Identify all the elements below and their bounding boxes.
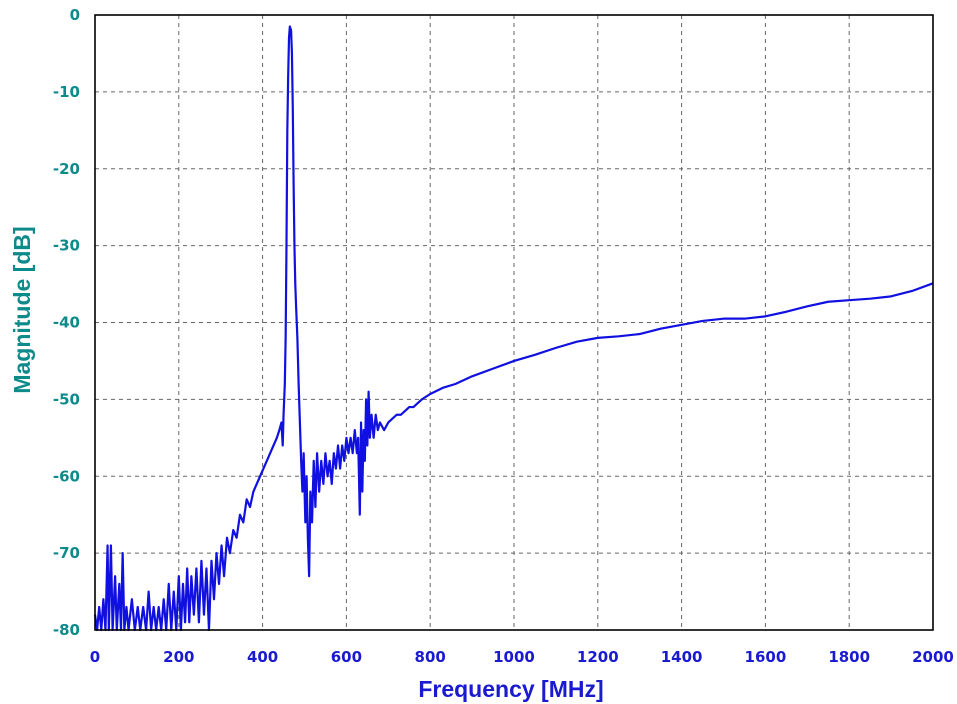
y-tick-label-7: -70 [53,544,80,562]
y-tick-label-8: -80 [53,621,80,639]
series-line-0 [93,25,934,632]
plot-frame [94,14,934,631]
y-tick-label-1: -10 [53,83,80,101]
x-axis-title: Frequency [MHz] [418,676,603,702]
series-group [93,25,934,632]
y-tick-label-3: -30 [53,237,80,255]
y-tick-label-2: -20 [53,160,80,178]
y-tick-labels: 0 -10 -20 -30 -40 -50 -60 -70 -80 [53,6,80,639]
x-tick-label-9: 1800 [828,648,870,666]
grid-lines [95,15,933,630]
y-tick-label-5: -50 [53,390,80,408]
y-axis-title: Magnitude [dB] [9,226,35,393]
x-tick-label-4: 800 [415,648,446,666]
y-tick-label-4: -40 [53,314,80,332]
y-tick-label-6: -60 [53,467,80,485]
x-tick-label-7: 1400 [661,648,703,666]
x-tick-label-2: 400 [247,648,278,666]
x-tick-label-1: 200 [163,648,194,666]
x-tick-label-10: 2000 [912,648,954,666]
x-tick-label-0: 0 [90,648,100,666]
x-tick-labels: 0 200 400 600 800 1000 1200 1400 1600 1800 2000 [90,648,954,666]
x-tick-label-3: 600 [331,648,362,666]
x-tick-label-6: 1200 [577,648,619,666]
x-tick-label-5: 1000 [493,648,535,666]
x-tick-label-8: 1600 [745,648,787,666]
y-tick-label-0: 0 [70,6,80,24]
